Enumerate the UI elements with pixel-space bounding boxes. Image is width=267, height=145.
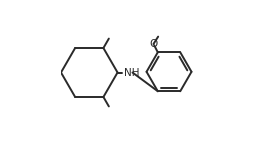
Text: O: O (149, 39, 158, 49)
Text: NH: NH (124, 68, 140, 77)
